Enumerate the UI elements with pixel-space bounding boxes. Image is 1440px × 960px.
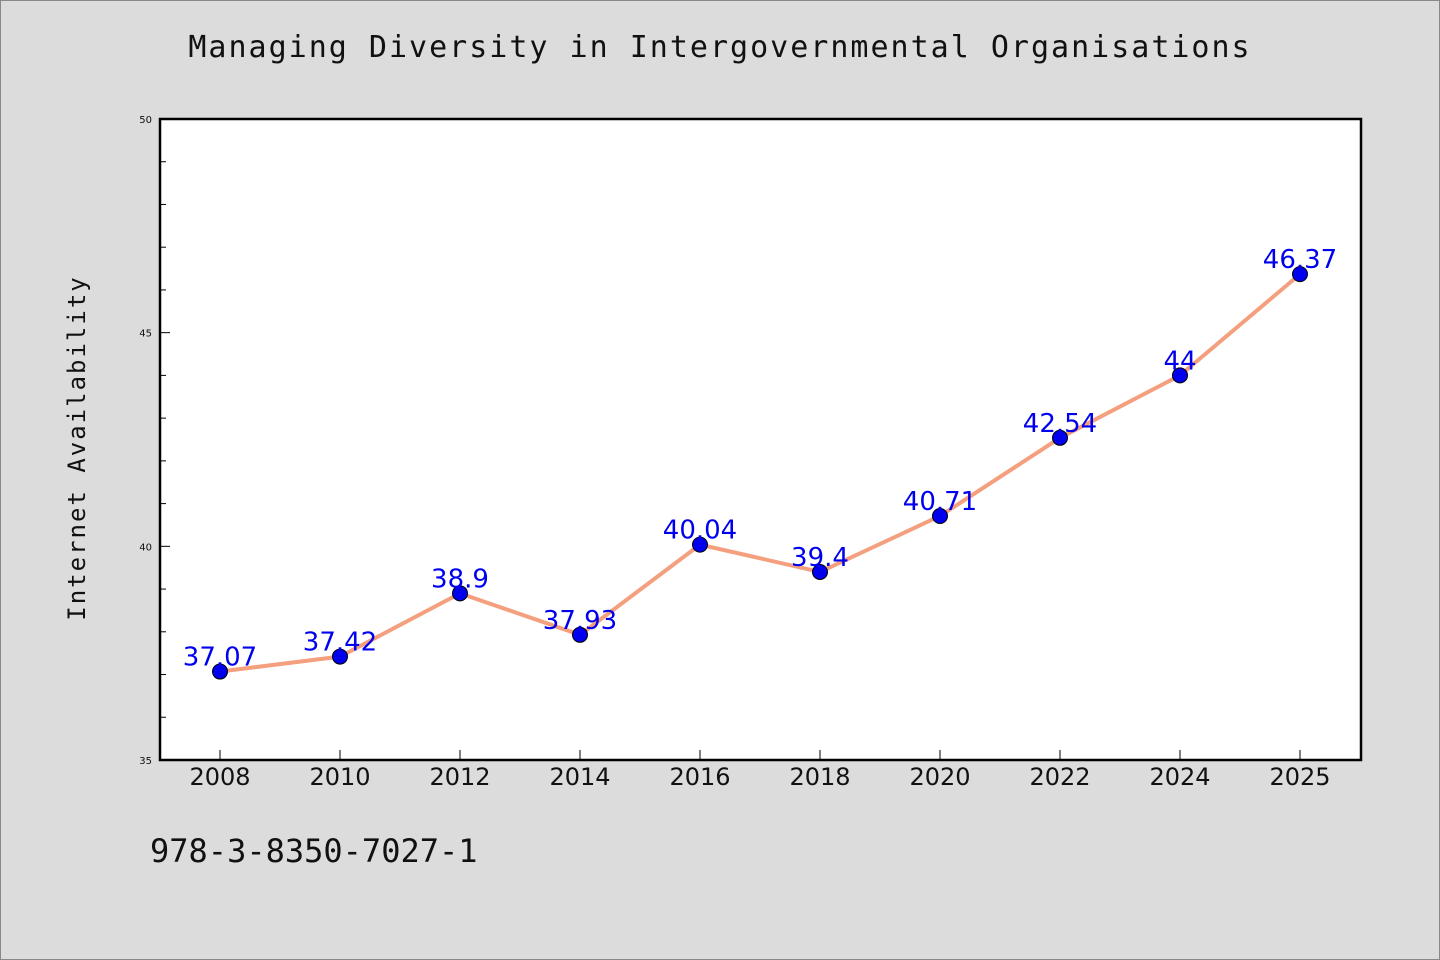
data-point bbox=[452, 585, 468, 602]
x-tick-label: 2012 bbox=[429, 763, 490, 791]
x-tick-label: 2024 bbox=[1149, 763, 1210, 791]
x-axis-ticks: 2008 2010 2012 2014 2016 2018 2020 2022 2024 2025 bbox=[189, 750, 1331, 791]
x-tick-label: 2016 bbox=[669, 763, 730, 791]
chart-title: Managing Diversity in Intergovernmental … bbox=[188, 30, 1252, 65]
data-label: 39.4 bbox=[791, 543, 849, 573]
x-tick-label: 2018 bbox=[789, 763, 850, 791]
y-axis-ticks: 35 40 45 50 bbox=[139, 115, 170, 767]
x-tick-label: 2010 bbox=[309, 763, 370, 791]
plot-area bbox=[158, 117, 1363, 762]
y-tick-label: 40 bbox=[139, 542, 152, 553]
y-tick-label: 35 bbox=[139, 756, 152, 767]
data-point bbox=[692, 536, 708, 553]
data-labels: 37.07 37.42 38.9 37.93 40.04 39.4 40.71 42.54 44… bbox=[183, 245, 1337, 672]
isbn-text: 978-3-8350-7027-1 bbox=[150, 832, 478, 870]
data-point bbox=[812, 563, 828, 580]
data-label: 37.07 bbox=[183, 643, 257, 673]
data-point bbox=[932, 507, 948, 524]
data-label: 38.9 bbox=[431, 564, 489, 594]
data-point bbox=[1052, 429, 1068, 446]
data-label: 44 bbox=[1163, 346, 1196, 376]
data-label: 40.04 bbox=[663, 516, 737, 546]
x-tick-label: 2020 bbox=[909, 763, 970, 791]
data-point bbox=[572, 626, 588, 643]
data-label: 37.42 bbox=[303, 628, 377, 658]
series-line bbox=[218, 272, 1302, 674]
data-point bbox=[1172, 367, 1188, 384]
data-markers bbox=[212, 266, 1308, 680]
x-tick-label: 2008 bbox=[189, 763, 250, 791]
data-label: 40.71 bbox=[903, 487, 977, 517]
x-tick-label: 2022 bbox=[1029, 763, 1090, 791]
data-label: 46.37 bbox=[1263, 245, 1337, 275]
data-point bbox=[1292, 266, 1308, 283]
y-tick-label: 45 bbox=[139, 329, 152, 340]
y-tick-label: 50 bbox=[139, 115, 152, 126]
data-label: 42.54 bbox=[1023, 409, 1097, 439]
data-label: 37.93 bbox=[543, 606, 617, 636]
data-point bbox=[212, 663, 228, 680]
data-point bbox=[332, 648, 348, 665]
x-tick-label: 2025 bbox=[1269, 763, 1330, 791]
x-tick-label: 2014 bbox=[549, 763, 610, 791]
